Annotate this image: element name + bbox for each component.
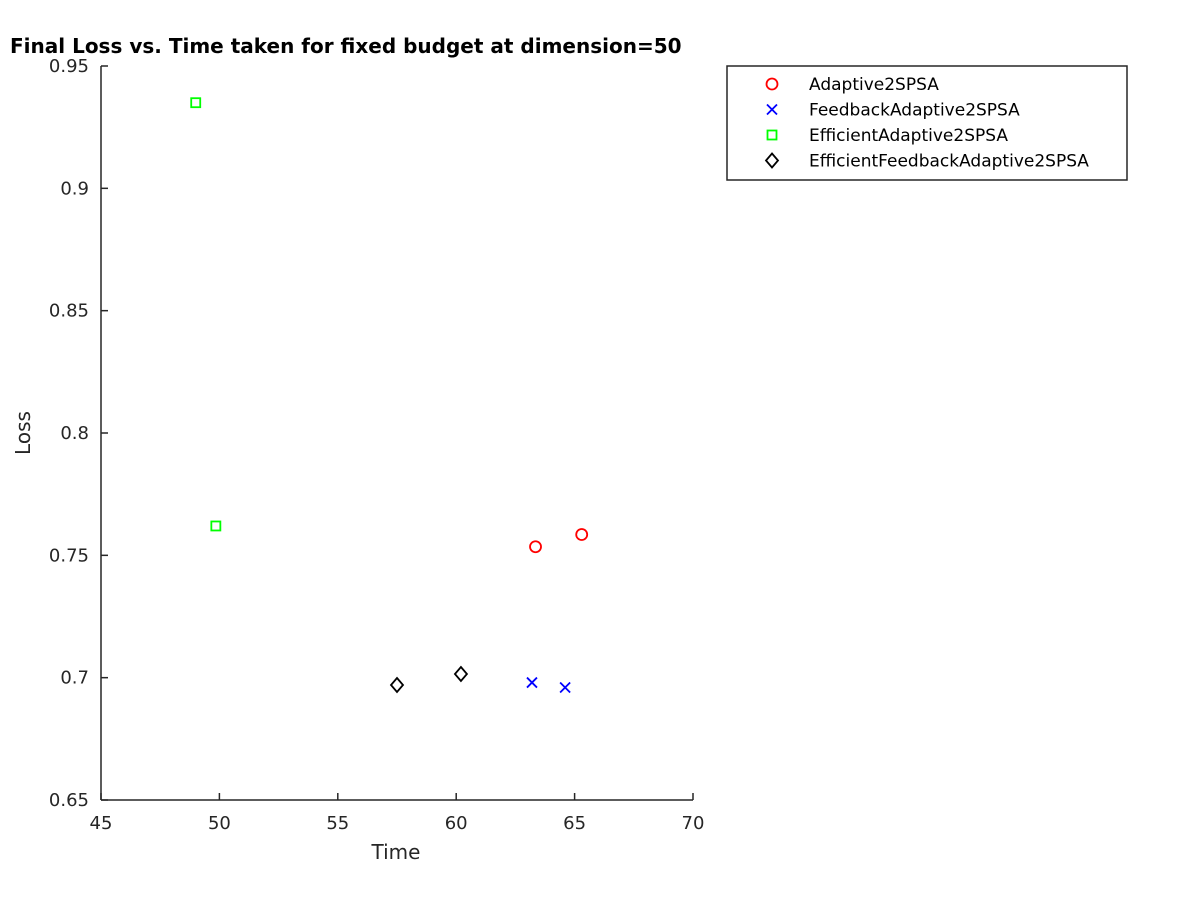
y-tick-label: 0.7 (60, 668, 89, 689)
legend-entry-label: EfficientAdaptive2SPSA (809, 126, 1008, 146)
data-point-diamond (389, 676, 405, 694)
data-point-square (210, 520, 222, 532)
legend-box (726, 65, 1128, 181)
legend-entry-label: Adaptive2SPSA (809, 75, 939, 95)
y-tick-label: 0.85 (49, 301, 89, 322)
y-tick-label: 0.95 (49, 56, 89, 77)
chart-title: Final Loss vs. Time taken for fixed budg… (10, 34, 682, 58)
y-axis-label: Loss (11, 411, 35, 455)
x-tick-label: 45 (90, 813, 113, 834)
legend-entry-label: EfficientFeedbackAdaptive2SPSA (809, 152, 1089, 172)
data-point-square (190, 97, 202, 109)
legend-marker-circle (765, 77, 779, 91)
legend-marker-square (766, 129, 778, 141)
x-tick-label: 55 (326, 813, 349, 834)
y-tick-label: 0.65 (49, 790, 89, 811)
data-point-circle (575, 528, 589, 541)
x-axis-label: Time (371, 840, 421, 864)
data-point-circle (529, 540, 542, 554)
axes (100, 66, 693, 801)
legend-marker-x (766, 103, 778, 116)
x-tick-label: 70 (682, 813, 705, 834)
x-axis-ticks: 45 50 55 60 65 70 (90, 793, 705, 834)
legend-entry-label: FeedbackAdaptive2SPSA (809, 101, 1020, 121)
legend-marker-diamond (764, 152, 780, 169)
data-point-x (526, 676, 538, 689)
y-tick-label: 0.8 (60, 423, 89, 444)
y-tick-label: 0.9 (60, 178, 89, 199)
x-tick-label: 50 (208, 813, 231, 834)
y-tick-label: 0.75 (49, 545, 89, 566)
x-tick-label: 65 (563, 813, 586, 834)
data-point-x (559, 681, 571, 694)
y-axis-ticks: 0.65 0.7 0.75 0.8 0.85 0.9 0.95 (49, 56, 108, 811)
x-tick-label: 60 (445, 813, 468, 834)
legend: Adaptive2SPSA FeedbackAdaptive2SPSA Effici… (726, 65, 1128, 181)
data-points (190, 97, 589, 694)
data-point-diamond (453, 665, 469, 683)
